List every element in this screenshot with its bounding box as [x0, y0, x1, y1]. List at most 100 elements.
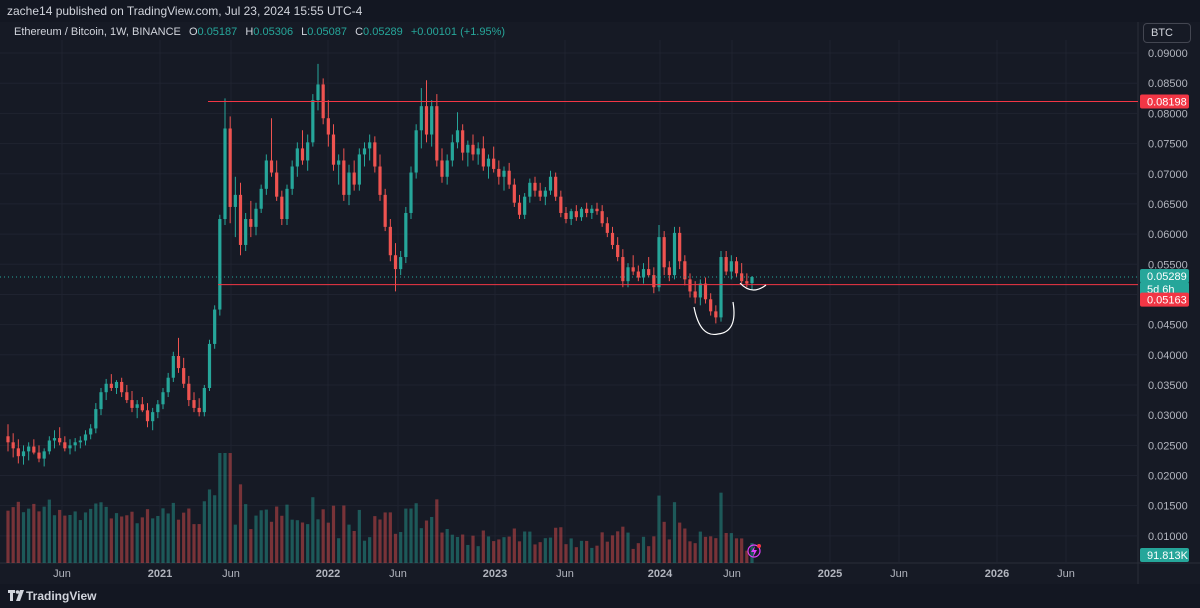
- candle-body: [497, 168, 501, 177]
- volume-bar: [445, 529, 449, 563]
- candle-body: [52, 438, 57, 441]
- lower-level-label: 0.05163: [1140, 292, 1189, 307]
- candle-body: [404, 212, 408, 258]
- candle-body: [151, 412, 155, 422]
- candle-body: [259, 188, 263, 209]
- volume-bar: [171, 502, 175, 563]
- x-tick-label: Jun: [53, 568, 71, 580]
- x-tick-label: 2022: [316, 568, 340, 580]
- volume-bar: [548, 537, 553, 563]
- close-value: 0.05289: [363, 26, 403, 38]
- volume-bar: [672, 502, 677, 563]
- x-tick-label: 2021: [148, 568, 172, 580]
- volume-bar: [455, 536, 460, 563]
- y-tick-label: 0.02000: [1148, 470, 1188, 482]
- volume-bar: [419, 528, 423, 563]
- candle-body: [683, 261, 687, 280]
- candle-body: [476, 148, 480, 155]
- volume-bar: [605, 541, 609, 563]
- candle-body: [409, 172, 413, 213]
- volume-bar: [78, 520, 82, 563]
- volume-bar: [719, 492, 723, 563]
- volume-bar: [182, 512, 186, 563]
- candle-body: [94, 409, 98, 429]
- volume-bar: [461, 534, 465, 563]
- volume-bar: [42, 506, 46, 563]
- candle-body: [27, 446, 31, 452]
- volume-bar: [197, 524, 201, 563]
- volume-bar: [331, 505, 336, 563]
- volume-bar: [533, 544, 537, 563]
- volume-bar: [714, 538, 718, 563]
- volume-bar: [238, 484, 243, 563]
- candle-body: [233, 194, 237, 207]
- volume-bar: [161, 508, 165, 563]
- candle-body: [161, 392, 165, 405]
- candle-body: [269, 160, 274, 173]
- lightning-icon-ring: [747, 544, 761, 558]
- y-tick-label: 0.06500: [1148, 199, 1188, 211]
- currency-button[interactable]: BTC: [1143, 23, 1191, 43]
- last-price-label: 0.05289: [1140, 269, 1189, 284]
- volume-bar: [409, 508, 413, 563]
- volume-bar: [357, 509, 361, 563]
- volume-bar: [306, 524, 310, 563]
- candle-body: [368, 142, 372, 149]
- x-tick-label: 2024: [648, 568, 673, 580]
- volume-bar: [89, 508, 93, 563]
- candle-body: [32, 446, 36, 453]
- tradingview-logo-icon[interactable]: [8, 589, 24, 602]
- volume-bar: [373, 516, 377, 563]
- volume-bar: [652, 536, 656, 563]
- candle-body: [600, 211, 604, 224]
- y-tick-label: 0.05500: [1148, 259, 1188, 271]
- volume-bar: [151, 518, 155, 563]
- candle-body: [213, 309, 217, 344]
- volume-bar: [740, 538, 744, 563]
- candle-body: [590, 208, 594, 213]
- volume-bar: [435, 499, 439, 563]
- candle-body: [647, 269, 651, 276]
- candle-body: [610, 232, 615, 245]
- volume-bar: [497, 539, 501, 563]
- volume-bar: [698, 531, 702, 563]
- candle-body: [197, 407, 201, 413]
- candle-body: [714, 311, 718, 318]
- candle-body: [517, 202, 522, 215]
- candle-body: [719, 257, 723, 318]
- candle-body: [357, 154, 361, 185]
- x-tick-label: 2023: [483, 568, 507, 580]
- volume-bar: [99, 502, 103, 563]
- lightning-icon-bolt: [751, 546, 757, 557]
- volume-bar: [140, 517, 144, 563]
- notification-dot: [757, 544, 761, 548]
- candle-body: [326, 118, 330, 135]
- volume-bar: [590, 547, 594, 563]
- candle-body: [595, 208, 599, 212]
- symbol-name[interactable]: Ethereum / Bitcoin, 1W, BINANCE: [14, 26, 181, 38]
- volume-bar: [259, 510, 263, 563]
- volume-bar: [130, 511, 134, 563]
- candle-body: [68, 445, 72, 449]
- volume-bar: [145, 509, 150, 563]
- x-tick-label: Jun: [1057, 568, 1075, 580]
- symbol-legend: Ethereum / Bitcoin, 1W, BINANCE O0.05187…: [14, 26, 505, 38]
- tradingview-brand[interactable]: TradingView: [26, 589, 97, 603]
- volume-bar: [378, 519, 382, 563]
- volume-bar: [290, 519, 294, 563]
- countdown-label-bg: [1140, 282, 1189, 297]
- volume-bar: [678, 522, 682, 563]
- candle-body: [729, 261, 733, 272]
- candle-body: [693, 291, 697, 298]
- volume-bar: [709, 536, 713, 563]
- volume-bar: [404, 508, 408, 563]
- change-value: +0.00101 (+1.95%): [410, 26, 506, 38]
- volume-bar: [37, 511, 41, 563]
- candle-body: [16, 448, 20, 457]
- x-tick-label: Jun: [389, 568, 407, 580]
- last-price-label-text: 0.05289: [1147, 271, 1187, 283]
- candle-body: [466, 144, 470, 153]
- upper-level-label-bg: [1140, 94, 1189, 109]
- volume-bar: [450, 534, 454, 563]
